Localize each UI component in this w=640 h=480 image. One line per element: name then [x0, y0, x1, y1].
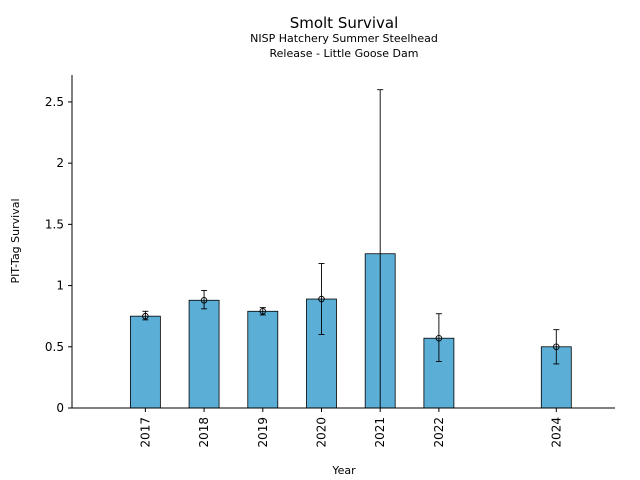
point-marker-2022 [435, 334, 443, 342]
x-tick-label-2018: 2018 [197, 417, 211, 448]
point-marker-2020 [318, 295, 325, 303]
bar-2017 [129, 315, 161, 409]
x-tick-label-2022: 2022 [432, 417, 446, 448]
x-tick-label-2017: 2017 [138, 417, 152, 448]
bar-2024 [540, 346, 572, 409]
x-tick-label-2019: 2019 [256, 417, 270, 448]
error-bars-layer [142, 89, 560, 409]
point-marker-2018 [200, 297, 208, 304]
point-marker-2024 [553, 343, 560, 351]
y-tick-label-2.5: 2.5 [45, 95, 64, 109]
bars-layer [129, 253, 572, 409]
y-tick-label-0.5: 0.5 [45, 340, 64, 354]
point-marker-2017 [142, 312, 149, 320]
chart-title: Smolt Survival [290, 14, 399, 32]
x-tick-label-2020: 2020 [314, 417, 328, 448]
bar-2018 [188, 299, 220, 409]
bar-2019 [247, 310, 279, 409]
chart-subtitle-line-1: NISP Hatchery Summer Steelhead [250, 32, 438, 45]
y-tick-label-0: 0 [56, 401, 64, 415]
point-marker-2019 [259, 308, 267, 315]
chart-subtitle-line-2: Release - Little Goose Dam [270, 47, 419, 60]
ticks-layer: 0 0.5 1 1.5 2 2.5 2017 2018 2019 2020 2021 2022 2024 [45, 95, 563, 448]
y-axis-label: PIT-Tag Survival [9, 198, 22, 283]
y-tick-label-2: 2 [56, 156, 64, 170]
x-tick-label-2021: 2021 [373, 417, 387, 448]
x-axis-label: Year [331, 464, 356, 477]
y-tick-label-1: 1 [56, 279, 64, 293]
x-tick-label-2024: 2024 [549, 417, 563, 448]
y-tick-label-1.5: 1.5 [45, 217, 64, 231]
